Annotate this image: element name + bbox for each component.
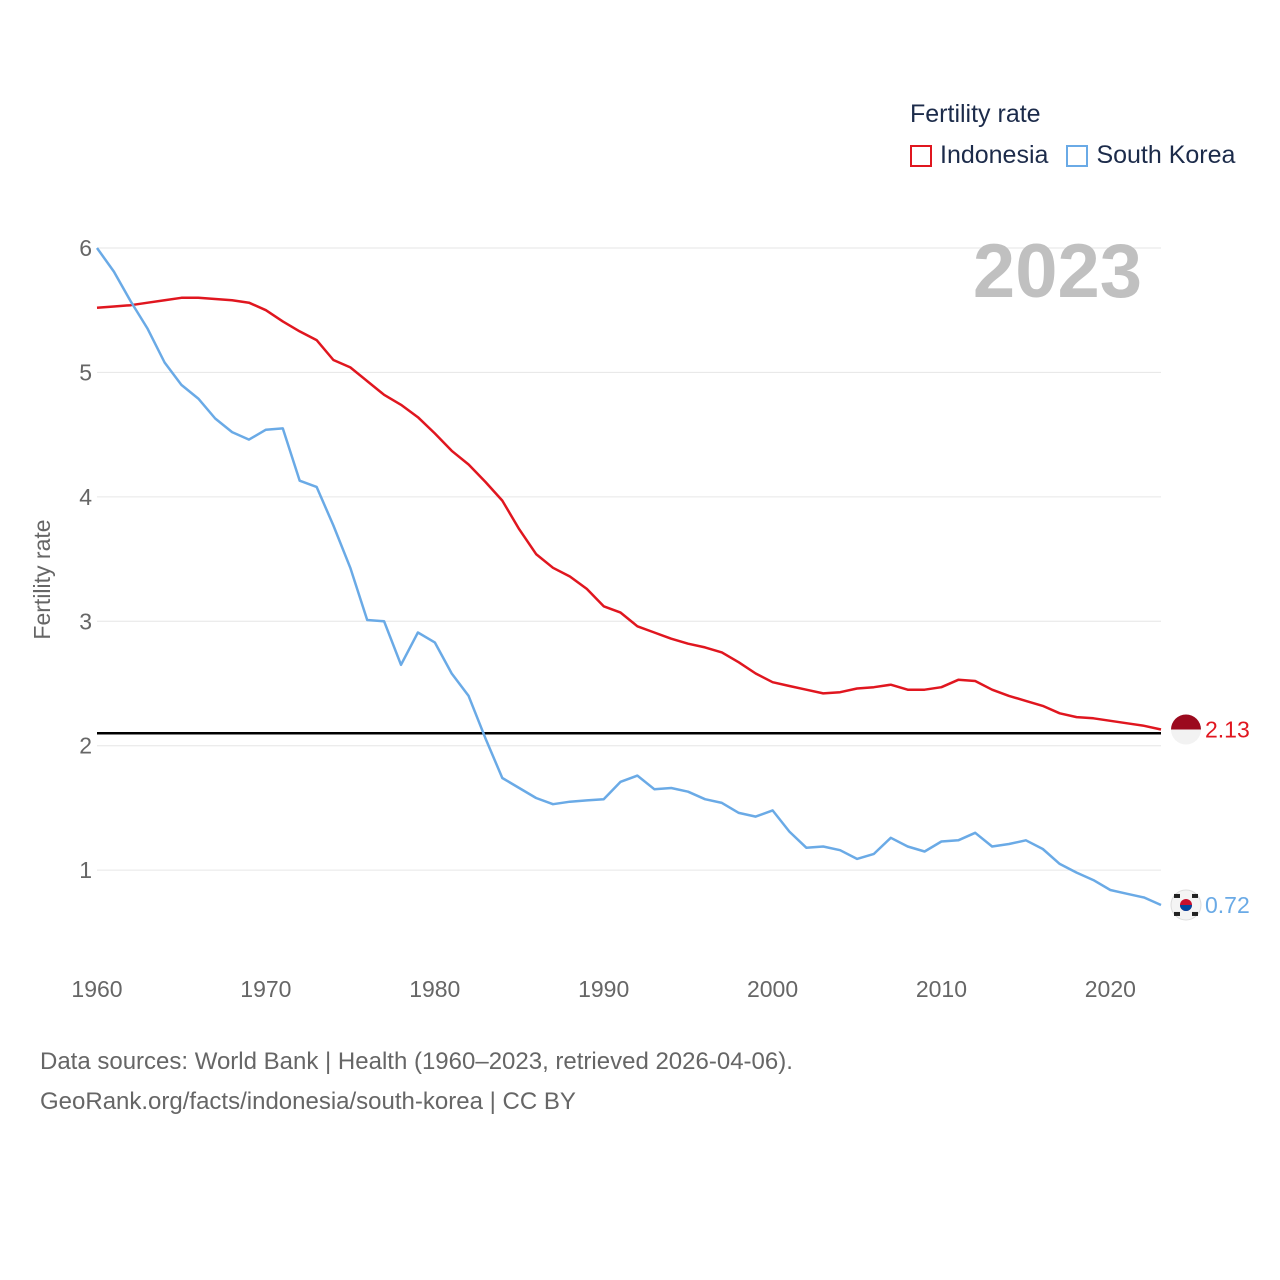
x-tick-label-2000: 2000 [747,976,798,1002]
y-tick-label-3: 3 [79,608,92,634]
legend-label-indonesia: Indonesia [940,141,1049,169]
x-tick-label-1960: 1960 [71,976,122,1002]
x-tick-label-1970: 1970 [240,976,291,1002]
x-tick-label-1980: 1980 [409,976,460,1002]
x-tick-label-2010: 2010 [916,976,967,1002]
year-badge: 2023 [972,229,1142,314]
y-tick-label-6: 6 [79,235,92,261]
series-line-indonesia [96,296,1162,731]
attribution-text[interactable]: GeoRank.org/facts/indonesia/south-korea … [40,1088,576,1115]
south-korea-flag-trigram-2 [1174,911,1180,916]
y-tick-label-5: 5 [79,359,92,385]
legend-title: Fertility rate [910,100,1041,128]
x-tick-label-2020: 2020 [1085,976,1136,1002]
data-sources-text: Data sources: World Bank | Health (1960–… [40,1048,793,1075]
indonesia-flag-red-half [1171,714,1201,730]
south-korea-flag-trigram-3 [1192,911,1198,916]
end-label-south-korea: 0.72 [1205,892,1250,918]
south-korea-flag-trigram-0 [1174,893,1180,898]
south-korea-flag-trigram-1 [1192,893,1198,898]
legend: Fertility rate Indonesia South Korea [910,100,1253,170]
footer: Data sources: World Bank | Health (1960–… [40,1042,793,1122]
series-line-south-korea [95,247,1162,907]
legend-swatch-south-korea [1066,144,1089,167]
legend-item-indonesia[interactable]: Indonesia [910,141,1048,170]
legend-item-south-korea[interactable]: South Korea [1066,141,1235,170]
y-tick-label-1: 1 [79,857,92,883]
x-tick-label-1990: 1990 [578,976,629,1002]
y-tick-label-4: 4 [79,484,92,510]
y-axis-label: Fertility rate [29,519,55,639]
legend-swatch-indonesia [910,144,932,167]
end-label-indonesia: 2.13 [1205,717,1250,743]
south-korea-flag-taegeuk-blue [1180,904,1192,911]
legend-label-south-korea: South Korea [1096,141,1236,169]
y-tick-label-2: 2 [79,733,92,759]
